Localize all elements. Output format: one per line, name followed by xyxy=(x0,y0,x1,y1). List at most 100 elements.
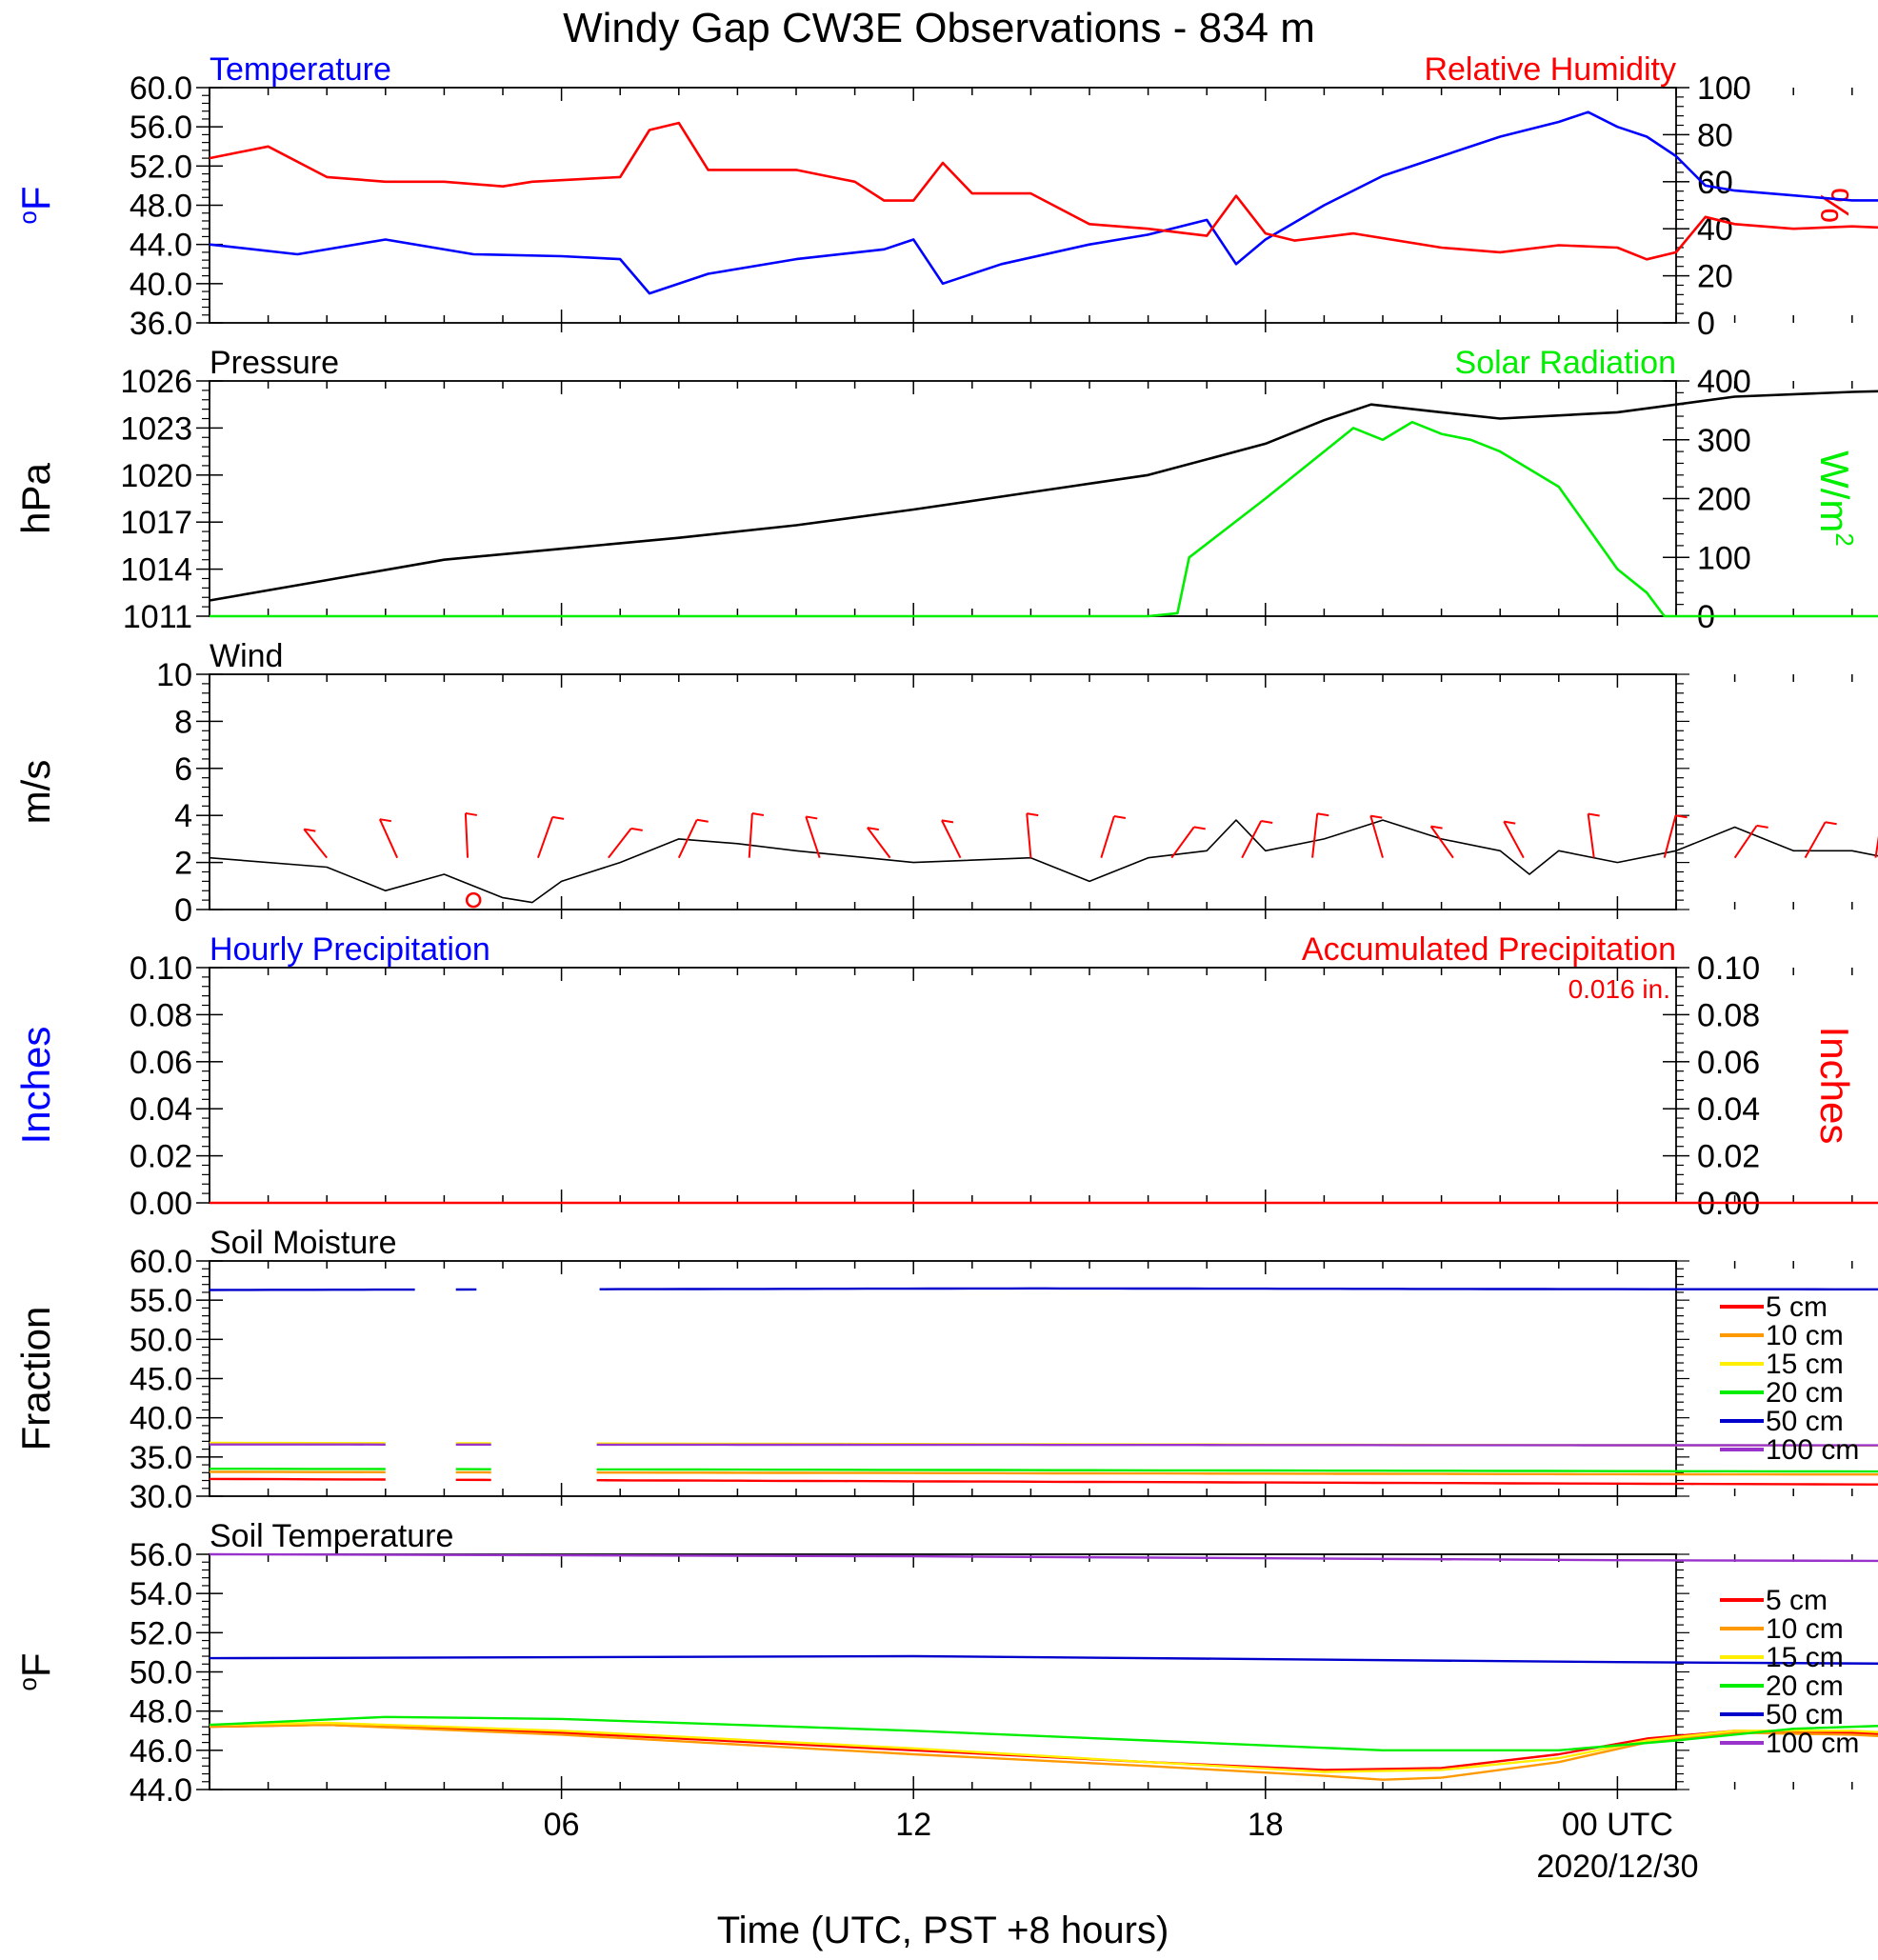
y-tick-label: 46.0 xyxy=(130,1733,192,1770)
legend-label: 10 cm xyxy=(1766,1320,1844,1351)
panel-precip: Hourly Precipitation Accumulated Precipit… xyxy=(13,931,1878,1222)
y-tick-label: 80 xyxy=(1697,117,1733,153)
legend-label: 100 cm xyxy=(1766,1434,1859,1466)
wind-barb xyxy=(303,828,328,859)
panel-soil_temperature: Soil Temperature 56.054.052.0 50.048.046.0… xyxy=(13,1518,1878,1809)
series-line-relative-humidity xyxy=(209,121,1878,261)
x-tick-label: 06 xyxy=(544,1807,580,1843)
y-tick-label: 0.08 xyxy=(1697,997,1760,1033)
wind-barb xyxy=(748,812,753,858)
wind-barb-flag xyxy=(379,818,392,823)
y-tick-label: 40.0 xyxy=(130,1401,192,1437)
y-tick-label: 1014 xyxy=(120,552,192,589)
wind-barb-flag xyxy=(304,828,316,832)
wind-barb xyxy=(464,812,470,858)
wind-barb-flag xyxy=(696,818,709,823)
wind-barb-flag xyxy=(867,827,880,831)
wind-barb-flag xyxy=(1825,821,1837,826)
series-line-5-cm xyxy=(596,1479,1878,1486)
y-axis-title-right: % xyxy=(1812,188,1857,223)
y-tick-label: 56.0 xyxy=(130,1537,192,1573)
y-tick-label: 48.0 xyxy=(130,1694,192,1730)
y-tick-label: 40 xyxy=(1697,211,1733,248)
y-tick-label: 10 xyxy=(156,657,192,693)
y-tick-label: 50.0 xyxy=(130,1655,192,1691)
plot-frame xyxy=(209,380,1677,617)
y-tick-label: 400 xyxy=(1697,364,1751,400)
wind-barb xyxy=(1311,813,1319,858)
y-tick-label: 36.0 xyxy=(130,306,192,342)
y-tick-label: 4 xyxy=(174,798,192,834)
wind-barb xyxy=(537,816,554,858)
y-axis-title-left: m/s xyxy=(13,760,58,825)
panel-title-left: Wind xyxy=(210,638,283,674)
figure-title: Windy Gap CW3E Observations - 834 m xyxy=(563,5,1315,51)
wind-barb xyxy=(1874,835,1878,858)
wind-barb-flag xyxy=(1317,812,1329,817)
x-tick-label: 00 UTC xyxy=(1562,1807,1673,1843)
y-tick-label: 0.02 xyxy=(130,1139,192,1175)
series-line-temperature xyxy=(209,110,1878,295)
y-tick-label: 45.0 xyxy=(130,1362,192,1398)
panel-soil_moisture: Soil Moisture 60.055.050.0 45.040.035.030.… xyxy=(13,1225,1878,1515)
y-tick-label: 1017 xyxy=(120,505,192,541)
panel-title-left: Pressure xyxy=(210,345,339,381)
series-line-50-cm xyxy=(209,1654,1878,1665)
wind-barb-flag xyxy=(1370,814,1383,819)
y-tick-label: 50.0 xyxy=(130,1322,192,1358)
wind-barb-flag xyxy=(1193,826,1206,830)
wind-barb-flag xyxy=(806,815,818,820)
y-axis-title-left: oF xyxy=(13,186,58,224)
y-tick-label: 35.0 xyxy=(130,1440,192,1476)
panel-pressure_solar: Pressure Solar Radiation 1026 1023 1020 1017 1… xyxy=(13,345,1878,635)
wind-barb-flag xyxy=(1113,815,1127,819)
plot-frame xyxy=(209,1553,1677,1790)
x-tick-label: 18 xyxy=(1248,1807,1284,1843)
panel-title-left: Soil Moisture xyxy=(210,1225,397,1261)
y-tick-label: 54.0 xyxy=(130,1576,192,1612)
panel-title-right: Solar Radiation xyxy=(1455,345,1676,381)
series-line-pressure xyxy=(209,390,1878,602)
y-tick-label: 1023 xyxy=(120,410,192,447)
y-tick-label: 60.0 xyxy=(130,1244,192,1280)
y-tick-label: 1026 xyxy=(120,364,192,400)
wind-barb-flag xyxy=(1756,824,1768,829)
y-tick-label: 52.0 xyxy=(130,149,192,185)
accumulated-total-label: 0.016 in. xyxy=(1568,974,1670,1004)
y-tick-label: 100 xyxy=(1697,540,1751,576)
y-tick-label: 44.0 xyxy=(130,228,192,264)
wind-barb xyxy=(1733,825,1758,859)
y-tick-label: 0.08 xyxy=(130,997,192,1033)
y-tick-label: 1020 xyxy=(120,458,192,494)
series-line-20-cm xyxy=(209,1715,1878,1751)
series-line-10-cm xyxy=(209,1723,1878,1781)
wind-barb xyxy=(608,828,632,859)
wind-barb-flag xyxy=(1261,820,1273,824)
panel-title-left: Hourly Precipitation xyxy=(210,931,490,968)
y-tick-label: 100 xyxy=(1697,70,1751,107)
plot-frame xyxy=(209,1260,1677,1497)
wind-barb-flag xyxy=(751,812,765,817)
y-axis-title-right: Inches xyxy=(1812,1027,1857,1145)
y-tick-label: 0.04 xyxy=(1697,1091,1760,1128)
wind-barb xyxy=(1587,813,1595,858)
plot-frame xyxy=(209,967,1677,1204)
y-tick-label: 0 xyxy=(1697,306,1715,342)
wind-barb-flag xyxy=(630,827,643,831)
y-tick-label: 0.06 xyxy=(130,1045,192,1081)
y-axis-title-left: Fraction xyxy=(13,1307,58,1451)
wind-barb xyxy=(677,819,698,859)
y-tick-label: 55.0 xyxy=(130,1283,192,1319)
legend-label: 5 cm xyxy=(1766,1291,1828,1323)
plot-frame xyxy=(209,673,1677,910)
y-tick-label: 200 xyxy=(1697,482,1751,518)
y-tick-label: 20 xyxy=(1697,259,1733,295)
series-line-accumulated-precipitation xyxy=(210,1201,1878,1205)
calm-wind-marker xyxy=(465,891,482,909)
series-line-50-cm xyxy=(599,1287,1878,1290)
series-line-wind xyxy=(209,819,1878,904)
legend-label: 15 cm xyxy=(1766,1642,1844,1673)
series-line-10-cm xyxy=(596,1471,1878,1476)
wind-barb xyxy=(805,816,821,858)
wind-barb xyxy=(378,818,399,859)
